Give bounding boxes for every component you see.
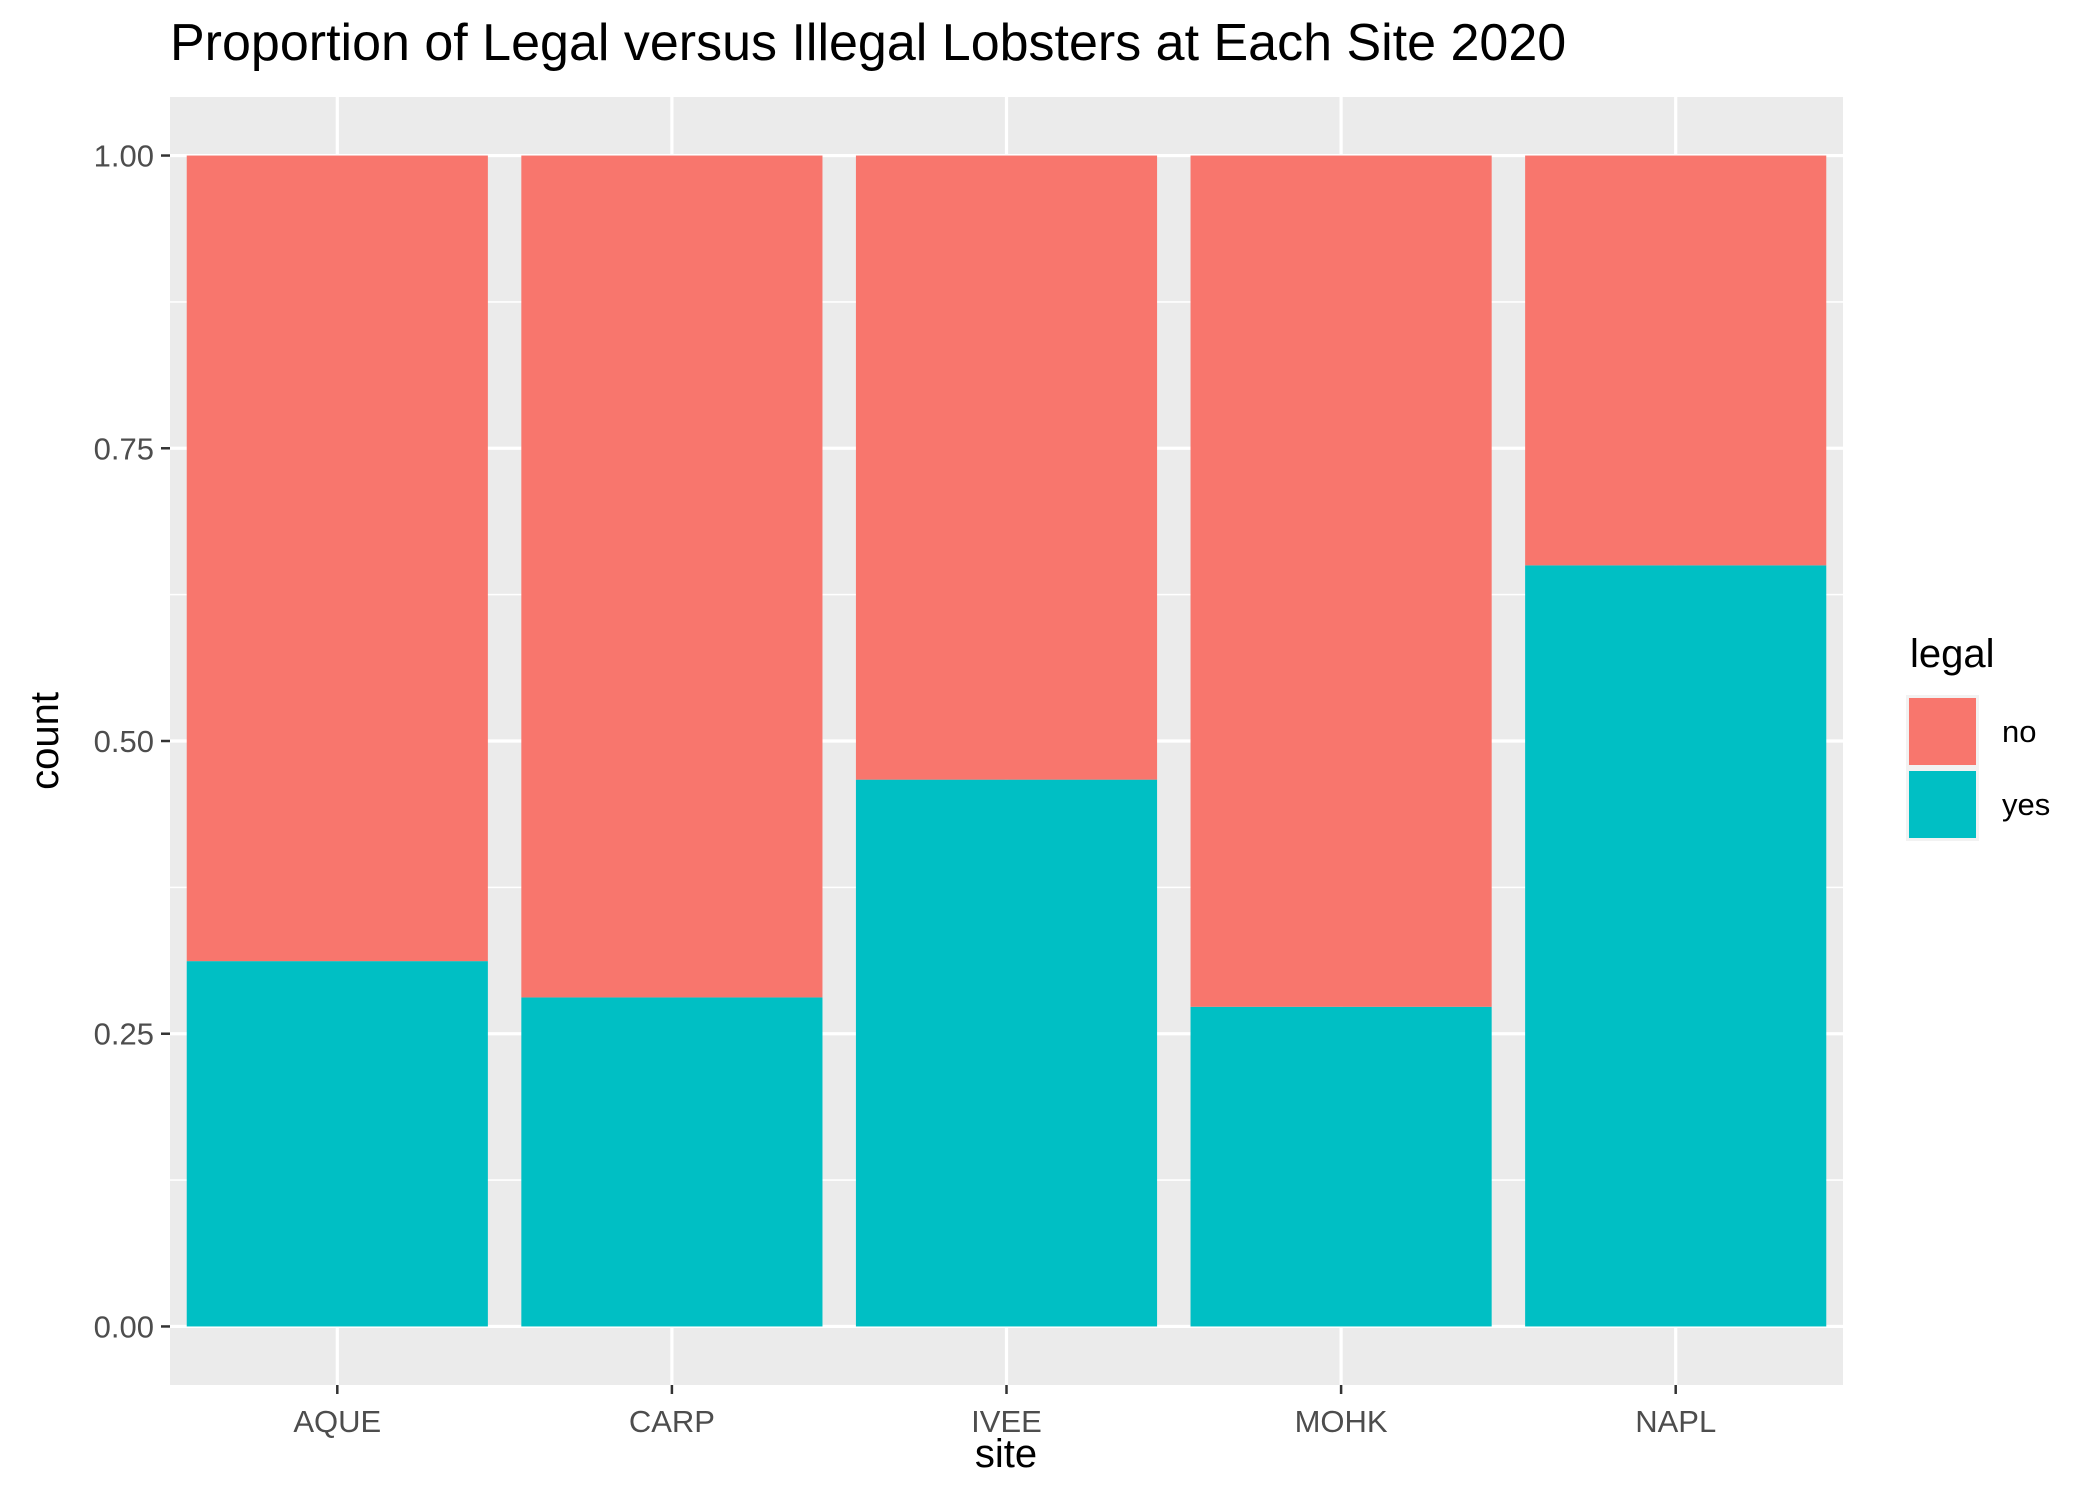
- x-axis: AQUE CARP IVEE MOHK NAPL: [293, 1385, 1716, 1439]
- y-tick-label: 0.50: [94, 724, 154, 759]
- y-tick-label: 0.25: [94, 1017, 154, 1052]
- x-tick-label: IVEE: [971, 1404, 1042, 1439]
- bar-aque-no: [186, 155, 488, 962]
- x-tick-label: CARP: [629, 1404, 715, 1439]
- legend-swatch-yes: [1909, 771, 1976, 838]
- legend-title: legal: [1910, 632, 1995, 676]
- y-tick-label: 0.75: [94, 431, 154, 466]
- bar-carp-no: [521, 155, 823, 998]
- x-tick-label: AQUE: [293, 1404, 381, 1439]
- bar-carp-yes: [521, 997, 823, 1327]
- y-tick-label: 1.00: [94, 139, 154, 174]
- bar-napl-yes: [1525, 565, 1827, 1327]
- bar-ivee-yes: [855, 779, 1158, 1327]
- x-tick-label: NAPL: [1635, 1404, 1716, 1439]
- legend: legal no yes: [1906, 632, 2050, 841]
- x-tick-label: MOHK: [1295, 1404, 1388, 1439]
- bar-mohk-yes: [1190, 1006, 1492, 1327]
- y-tick-label: 0.00: [94, 1309, 154, 1344]
- legend-swatch-no: [1909, 698, 1976, 765]
- legend-label-yes: yes: [2002, 787, 2050, 822]
- legend-label-no: no: [2002, 714, 2036, 749]
- bars: [186, 155, 1827, 1327]
- bar-mohk-no: [1190, 155, 1492, 1007]
- bar-napl-no: [1525, 155, 1827, 566]
- y-axis: 0.00 0.25 0.50 0.75 1.00: [94, 139, 170, 1344]
- bar-aque-yes: [186, 961, 488, 1327]
- x-axis-title: site: [975, 1432, 1037, 1476]
- chart-title: Proportion of Legal versus Illegal Lobst…: [170, 14, 1566, 72]
- bar-ivee-no: [855, 155, 1158, 780]
- y-axis-title: count: [23, 692, 67, 790]
